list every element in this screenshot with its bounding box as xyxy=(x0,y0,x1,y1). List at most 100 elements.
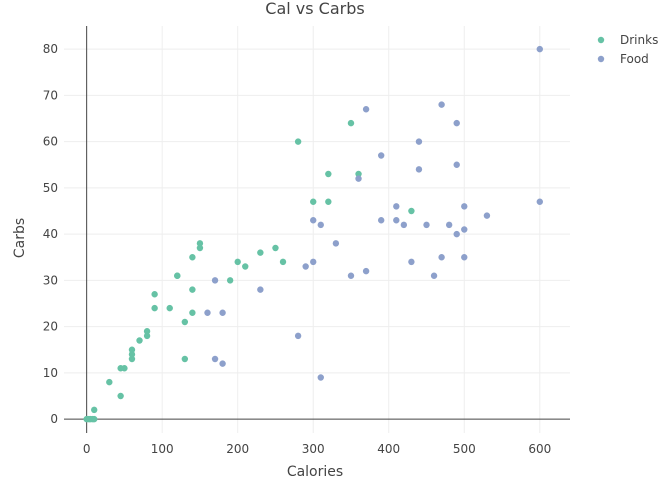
point-food xyxy=(362,267,370,275)
legend-marker-food xyxy=(597,55,605,63)
point-drinks xyxy=(91,415,98,423)
point-food xyxy=(355,175,362,182)
point-drinks xyxy=(355,170,362,178)
point-drinks xyxy=(347,119,355,127)
point-food xyxy=(445,221,453,229)
point-drinks xyxy=(128,346,136,353)
point-drinks xyxy=(310,198,317,205)
point-food xyxy=(362,106,370,113)
y-tick-label: 40 xyxy=(43,227,58,241)
point-food xyxy=(453,230,460,238)
point-food xyxy=(317,221,324,229)
point-drinks xyxy=(117,392,124,400)
chart-title: Cal vs Carbs xyxy=(265,0,364,18)
point-drinks xyxy=(189,286,196,293)
legend-marker-drinks xyxy=(597,36,605,44)
point-food xyxy=(415,166,423,173)
y-tick-labels: 0 10 20 30 40 50 60 70 80 xyxy=(43,42,58,426)
legend-label-food: Food xyxy=(620,52,649,66)
point-food xyxy=(302,263,309,270)
axes xyxy=(64,26,570,433)
x-tick-label: 500 xyxy=(453,442,476,456)
point-drinks xyxy=(91,406,98,414)
point-food xyxy=(310,258,317,266)
legend: Drinks Food xyxy=(597,33,658,66)
point-food xyxy=(204,309,211,316)
y-tick-label: 60 xyxy=(43,135,58,149)
y-tick-label: 20 xyxy=(43,320,58,334)
point-drinks xyxy=(279,258,287,266)
point-food xyxy=(377,217,385,224)
y-tick-label: 30 xyxy=(43,273,58,287)
grid-lines xyxy=(64,26,570,433)
point-drinks xyxy=(106,378,113,386)
point-food xyxy=(536,198,543,205)
point-food xyxy=(415,138,423,145)
point-drinks xyxy=(181,318,189,326)
point-drinks xyxy=(234,258,241,266)
point-food xyxy=(347,272,355,279)
y-tick-label: 50 xyxy=(43,181,58,195)
y-tick-label: 70 xyxy=(43,88,58,102)
point-food xyxy=(377,152,385,159)
point-food xyxy=(438,101,445,108)
point-food xyxy=(310,217,317,224)
point-drinks xyxy=(143,332,151,340)
point-drinks xyxy=(408,207,415,215)
point-food xyxy=(461,254,468,261)
point-food xyxy=(332,240,340,247)
point-drinks xyxy=(196,240,204,247)
point-drinks xyxy=(121,365,128,372)
point-drinks xyxy=(166,304,173,312)
x-tick-labels: 0 100 200 300 400 500 600 xyxy=(83,442,551,456)
point-food xyxy=(438,254,445,261)
point-drinks xyxy=(257,249,264,256)
x-tick-label: 100 xyxy=(151,442,174,456)
x-tick-label: 300 xyxy=(302,442,325,456)
x-tick-label: 200 xyxy=(226,442,249,456)
point-drinks xyxy=(325,198,332,205)
x-tick-label: 600 xyxy=(528,442,551,456)
point-food xyxy=(453,119,460,127)
point-drinks xyxy=(189,254,196,261)
point-drinks xyxy=(242,263,249,270)
x-axis-title: Calories xyxy=(287,464,343,480)
legend-label-drinks: Drinks xyxy=(620,33,658,47)
point-food xyxy=(257,286,264,293)
point-food xyxy=(219,360,226,367)
point-food xyxy=(483,212,491,219)
point-food xyxy=(393,203,400,210)
point-food xyxy=(423,221,430,229)
point-food xyxy=(430,272,438,279)
point-food xyxy=(393,217,400,224)
x-tick-label: 0 xyxy=(83,442,91,456)
point-drinks xyxy=(294,138,302,145)
point-food xyxy=(294,332,302,340)
point-drinks xyxy=(128,351,136,358)
point-drinks xyxy=(272,244,279,252)
point-drinks xyxy=(196,244,204,252)
point-food xyxy=(219,309,226,316)
point-food xyxy=(211,277,219,284)
point-drinks xyxy=(325,170,332,178)
y-axis-title: Carbs xyxy=(12,218,28,258)
point-drinks xyxy=(226,277,234,284)
data-points xyxy=(83,45,543,423)
point-drinks xyxy=(151,291,158,298)
point-food xyxy=(461,226,468,233)
point-drinks xyxy=(189,309,196,316)
point-drinks xyxy=(151,304,158,312)
point-food xyxy=(453,161,460,168)
point-food xyxy=(400,221,408,229)
y-tick-label: 10 xyxy=(43,366,58,380)
point-food xyxy=(317,374,324,381)
y-tick-label: 80 xyxy=(43,42,58,56)
point-drinks xyxy=(143,328,151,335)
point-food xyxy=(211,355,219,363)
point-drinks xyxy=(181,355,189,363)
x-tick-label: 400 xyxy=(377,442,400,456)
point-drinks xyxy=(174,272,181,279)
point-food xyxy=(461,203,468,210)
point-food xyxy=(408,258,415,266)
